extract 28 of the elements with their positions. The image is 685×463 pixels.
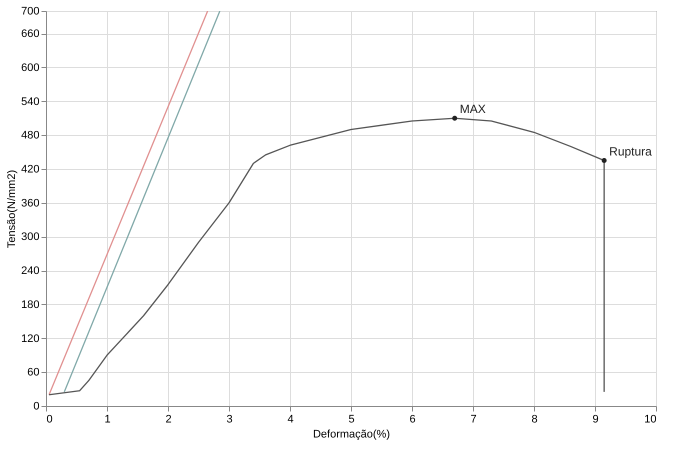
- y-tick-label: 180: [21, 298, 40, 311]
- y-tick-label: 360: [21, 197, 40, 210]
- y-tick-label: 60: [27, 366, 40, 379]
- y-tick-label: 0: [33, 400, 40, 412]
- x-tick-label: 9: [592, 414, 599, 426]
- x-tick-label: 7: [470, 414, 477, 426]
- y-tick-label: 600: [21, 62, 40, 74]
- annotation: MAX: [460, 102, 486, 116]
- annotation: Ruptura: [609, 144, 652, 159]
- y-tick-label: 420: [21, 164, 40, 176]
- x-tick-label: 1: [104, 414, 111, 426]
- x-tick-label: 2: [165, 414, 172, 426]
- y-tick-label: 660: [21, 28, 40, 40]
- y-tick-label: 480: [21, 130, 40, 142]
- y-axis-title: Tensão(N/mm2): [6, 170, 18, 248]
- y-tick-label: 540: [21, 96, 40, 108]
- y-tick-label: 240: [21, 265, 40, 278]
- y-tick-label: 300: [21, 231, 40, 244]
- x-tick-label: 10: [644, 414, 656, 426]
- y-tick-label: 120: [21, 332, 40, 345]
- x-tick-label: 3: [226, 414, 233, 426]
- x-axis-title: Deformação(%): [312, 428, 390, 440]
- x-tick-label: 4: [287, 414, 294, 426]
- x-tick-label: 5: [348, 414, 355, 426]
- x-tick-label: 6: [409, 414, 416, 426]
- x-tick-label: 0: [46, 414, 53, 426]
- x-tick-label: 8: [531, 414, 538, 426]
- y-tick-label: 700: [21, 6, 40, 18]
